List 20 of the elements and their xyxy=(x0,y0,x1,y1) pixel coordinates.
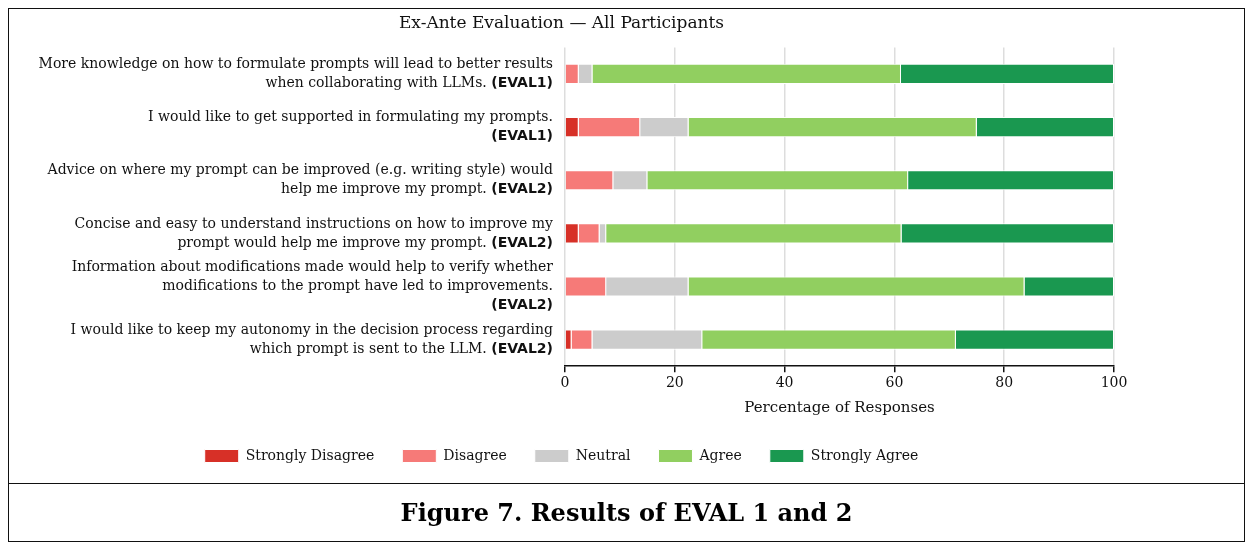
y-tick-label: More knowledge on how to formulate prompts will lead to better results when collaborating with LLMs. (EVAL1) xyxy=(38,55,554,91)
y-tick-label: I would like to get supported in formulating my prompts. (EVAL1) xyxy=(148,108,554,144)
legend-label: Agree xyxy=(698,446,742,463)
chart-title: Ex-Ante Evaluation — All Participants xyxy=(398,11,725,32)
y-tick-label: I would like to keep my autonomy in the decision process regarding which prompt is sent to the LLM. (EVAL2) xyxy=(70,320,554,356)
legend-label: Strongly Disagree xyxy=(245,446,375,463)
y-tick-label: Advice on where my prompt can be improved (e.g. writing style) would help me improve my prompt. (EVAL2) xyxy=(46,161,554,197)
x-tick-label: 80 xyxy=(995,374,1014,391)
x-tick-label: 40 xyxy=(775,374,794,391)
x-tick-label: 100 xyxy=(1100,374,1128,391)
y-tick-label: Information about modifications made would help to verify whether modifications to the prompt have led to improvements. (EVAL2) xyxy=(71,258,554,313)
x-tick-label: 60 xyxy=(885,374,904,391)
x-axis-title: Percentage of Responses xyxy=(744,397,935,416)
legend-label: Strongly Agree xyxy=(810,446,919,463)
caption: Figure 7. Results of EVAL 1 and 2 xyxy=(8,484,1245,542)
y-tick-label: Concise and easy to understand instructions on how to improve my prompt would help me improve my prompt. (EVAL2) xyxy=(74,214,554,250)
x-tick-label: 0 xyxy=(560,374,570,391)
legend-label: Neutral xyxy=(575,446,631,463)
legend-label: Disagree xyxy=(443,446,507,463)
x-tick-label: 20 xyxy=(665,374,684,391)
